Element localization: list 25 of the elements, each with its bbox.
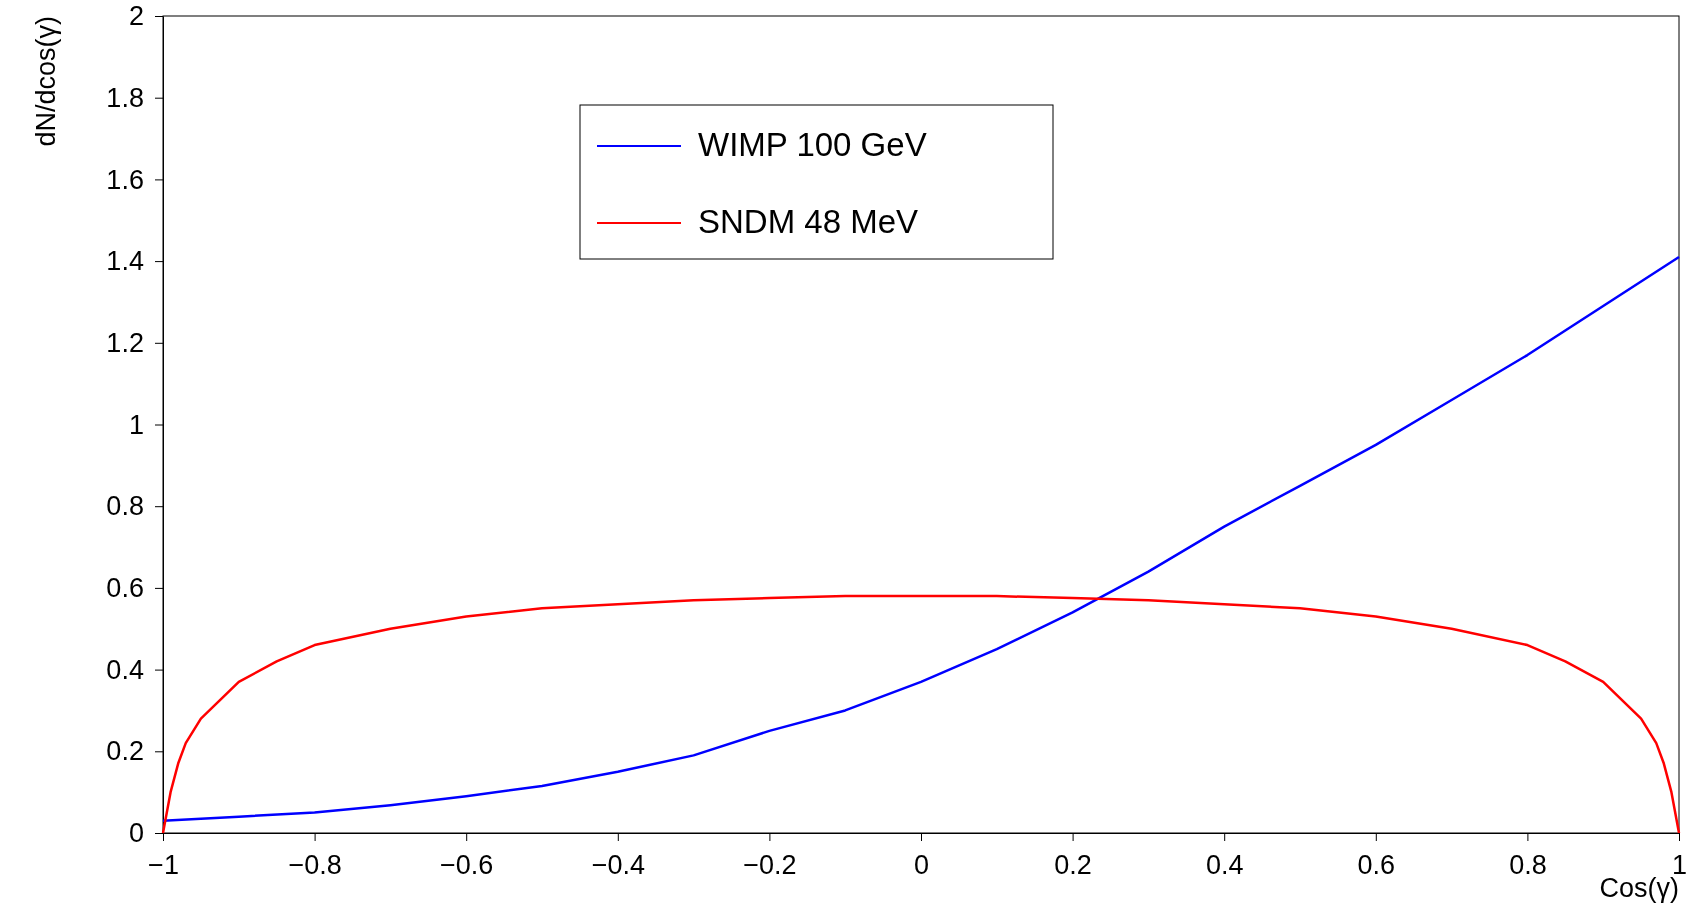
- x-tick-label: −0.4: [591, 849, 645, 880]
- x-tick-label: 0.6: [1357, 849, 1396, 880]
- x-tick-label: 0.8: [1509, 849, 1547, 880]
- legend-label: WIMP 100 GeV: [698, 126, 927, 163]
- y-tick-label: 0.8: [106, 491, 144, 522]
- legend-label: SNDM 48 MeV: [698, 203, 919, 240]
- x-tick-label: 0.4: [1205, 849, 1244, 880]
- y-tick-label: 0.6: [106, 573, 144, 604]
- y-tick-label: 2: [128, 1, 144, 32]
- y-tick-label: 1.4: [106, 246, 144, 277]
- y-axis-title: dN/dcos(γ): [31, 16, 61, 147]
- y-tick-label: 1.6: [106, 164, 144, 195]
- y-tick-label: 1.8: [106, 82, 144, 113]
- x-tick-label: −0.6: [440, 849, 494, 880]
- x-tick-label: 0.2: [1054, 849, 1092, 880]
- x-tick-label: −0.8: [288, 849, 342, 880]
- y-tick-label: 1: [128, 409, 144, 440]
- x-tick-label: −0.2: [743, 849, 797, 880]
- y-tick-label: 1.2: [106, 327, 144, 358]
- line-series: [161, 255, 1681, 822]
- x-tick-label: 0: [913, 849, 930, 880]
- y-tick-label: 0: [128, 818, 144, 849]
- x-tick-label: −1: [148, 849, 179, 880]
- y-tick-label: 0.4: [106, 654, 144, 685]
- y-tick-label: 0.2: [106, 736, 144, 767]
